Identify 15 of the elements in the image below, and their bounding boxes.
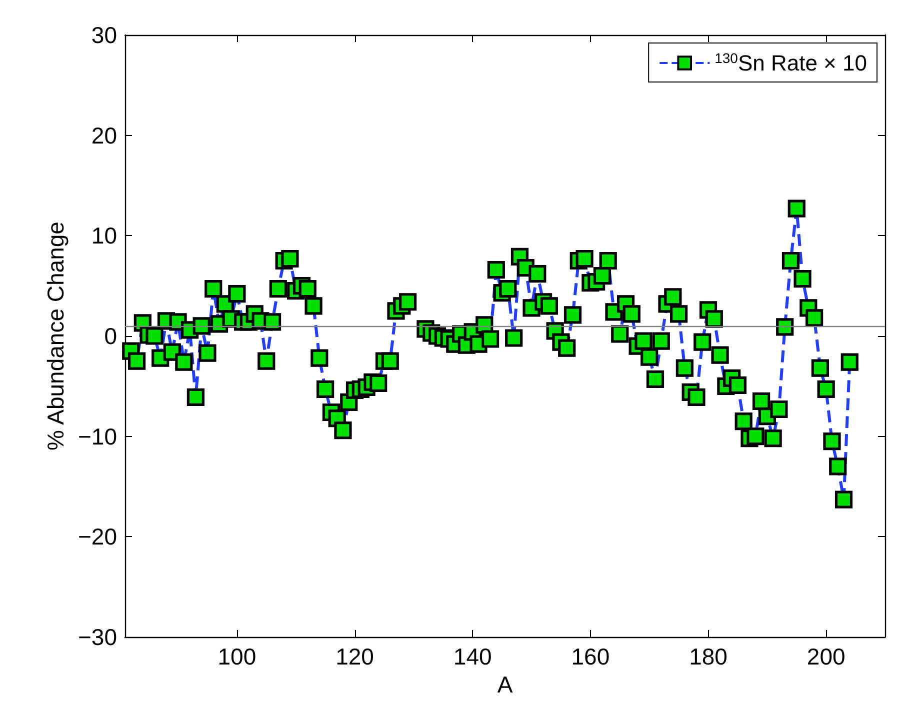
x-tick-label: 160 [571,644,610,670]
x-tick-label: 200 [806,644,846,670]
y-axis-title: % Abundance Change [42,222,68,450]
y-tick-label: 0 [104,323,117,349]
y-tick-label: −20 [78,524,117,550]
x-tick-label: 120 [336,644,374,670]
x-axis-title: A [497,672,514,698]
y-tick-label: 10 [91,222,117,249]
x-tick-label: 100 [218,644,256,670]
y-tick-label: −30 [78,624,117,650]
y-tick-label: −10 [78,423,117,450]
x-tick-label: 180 [689,644,728,670]
y-tick-label: 30 [91,22,117,48]
y-tick-label: 20 [91,122,117,148]
x-tick-label: 140 [453,644,492,670]
